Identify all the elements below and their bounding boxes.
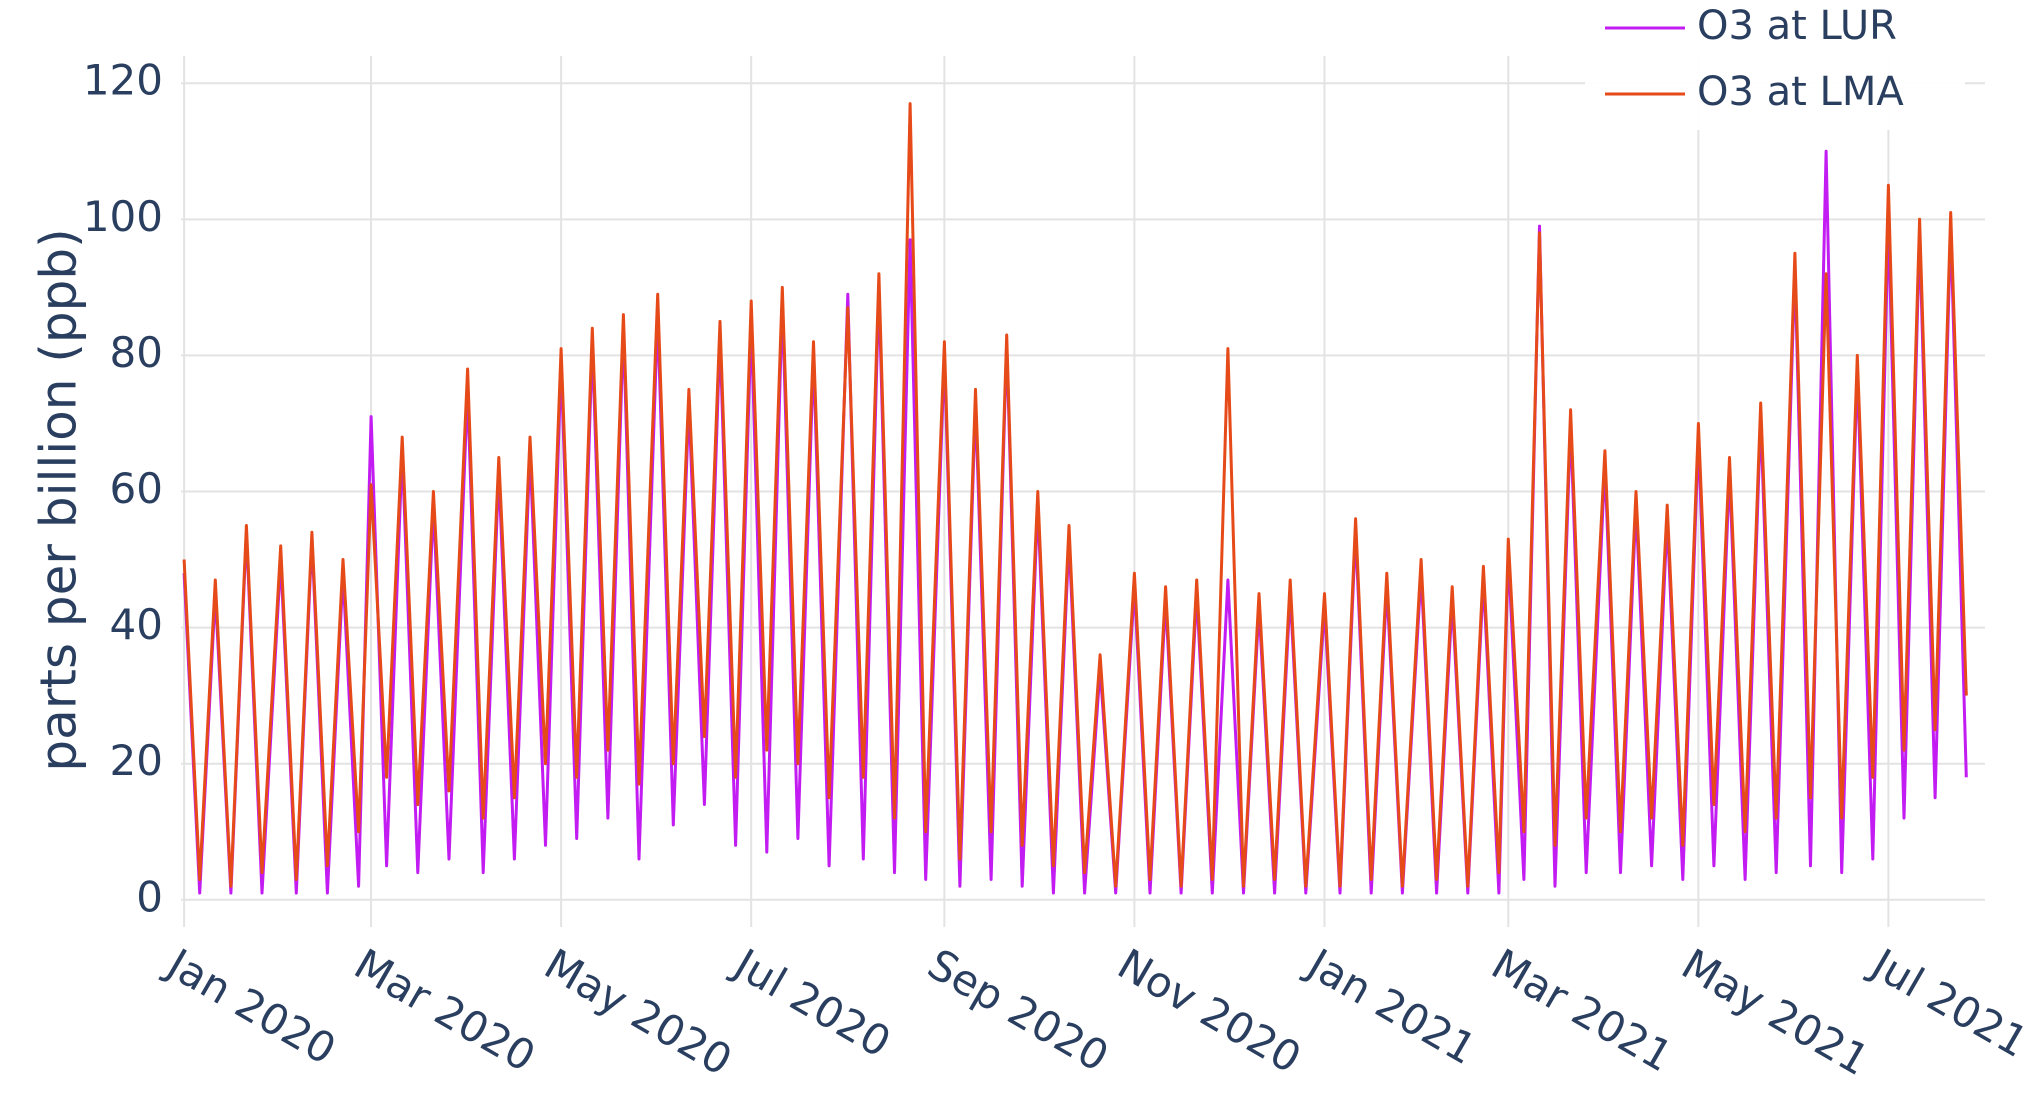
x-tick-label: Jan 2020 (157, 938, 344, 1074)
x-tick-label: Mar 2020 (346, 939, 543, 1081)
x-tick-label: Sep 2020 (920, 939, 1117, 1081)
y-tick-label: 100 (83, 192, 163, 241)
x-tick-label: Nov 2020 (1110, 939, 1310, 1083)
y-tick-label: 80 (110, 328, 163, 377)
series-line (182, 102, 1968, 888)
x-tick-label: Jul 2021 (1861, 938, 2028, 1067)
y-tick-label: 60 (110, 464, 163, 513)
y-axis-title: parts per billion (ppb) (30, 228, 88, 771)
y-tick-label: 120 (83, 56, 163, 105)
y-tick-label: 20 (110, 736, 163, 785)
grid (181, 56, 1985, 927)
legend-label: O3 at LUR (1697, 3, 1897, 49)
legend-background (1585, 0, 1965, 130)
y-tick-label: 0 (136, 872, 163, 921)
legend: O3 at LUR O3 at LMA (1585, 0, 1965, 130)
x-tick-label: Mar 2021 (1484, 939, 1681, 1081)
x-tick-label: Jul 2020 (724, 938, 899, 1067)
x-tick-label: May 2020 (536, 939, 740, 1085)
x-tick-label: Jan 2021 (1297, 938, 1484, 1074)
x-tick-label: May 2021 (1674, 939, 1878, 1085)
legend-label: O3 at LMA (1697, 69, 1904, 115)
y-tick-label: 40 (110, 600, 163, 649)
